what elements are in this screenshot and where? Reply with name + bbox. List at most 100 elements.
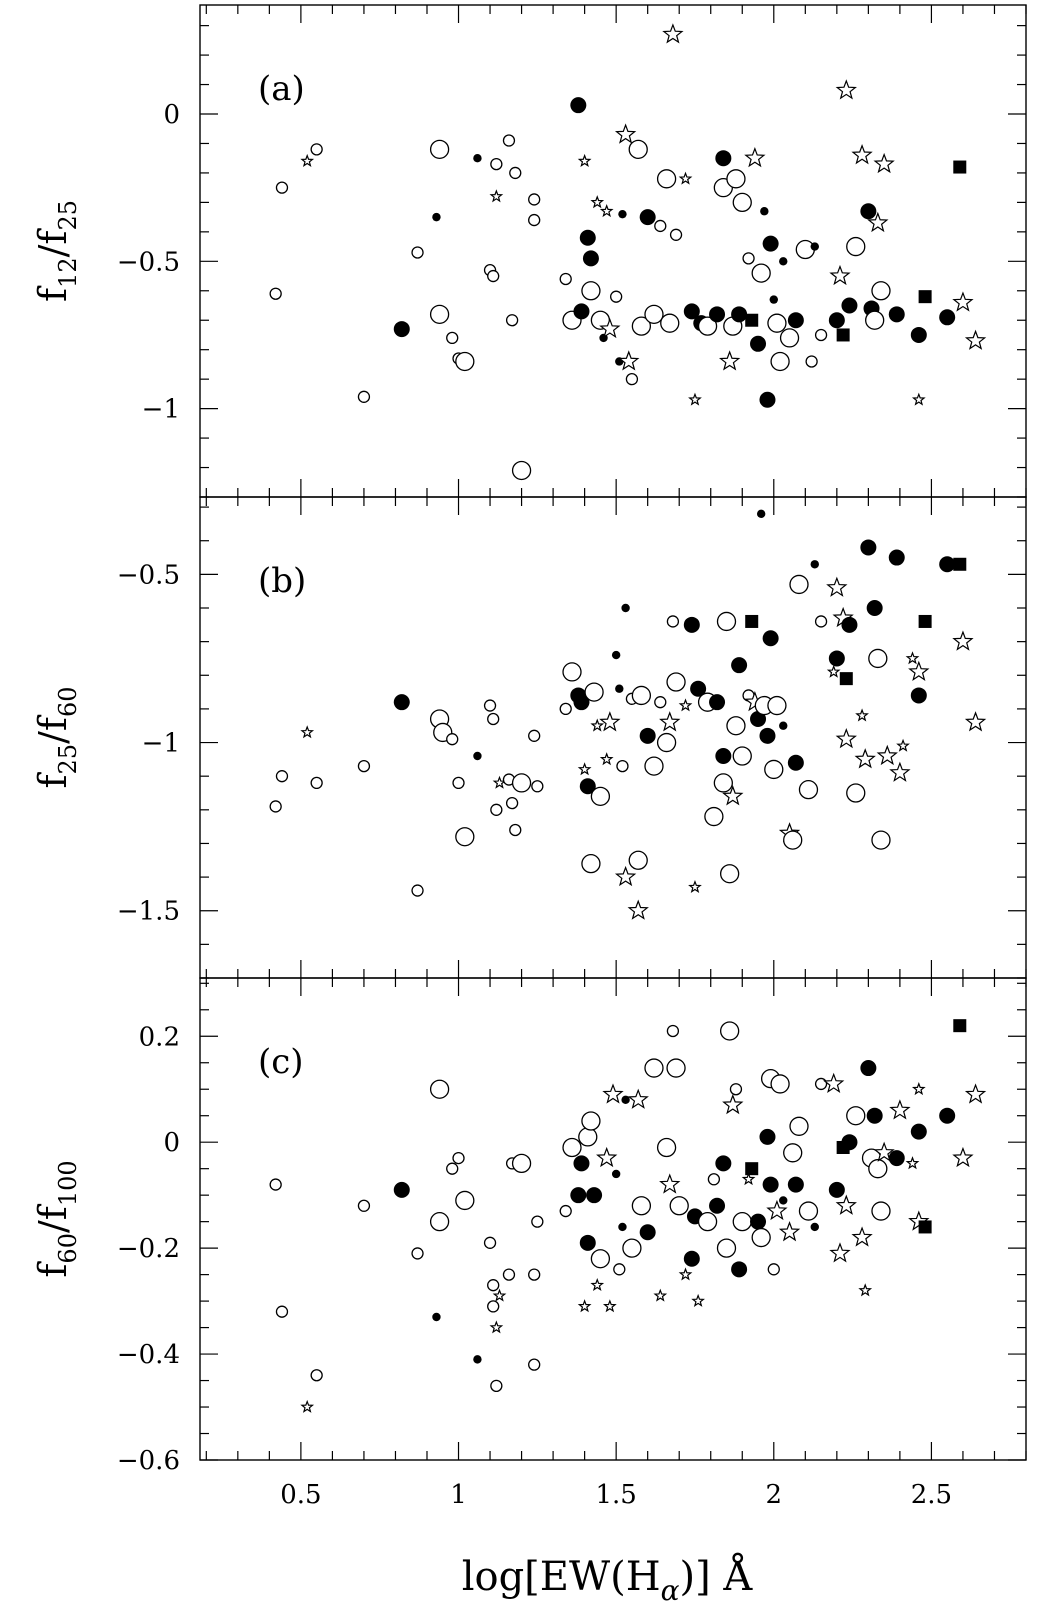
data-point-filled-circle — [570, 1187, 587, 1204]
y-axis-label-part: f — [31, 1261, 75, 1278]
data-point-filled-circle — [715, 748, 732, 764]
data-point-open-circle — [871, 830, 891, 850]
data-point-filled-circle — [573, 694, 590, 711]
data-point-open-circle — [511, 773, 532, 793]
data-point-open-circle — [590, 1249, 611, 1269]
data-point-open-star — [858, 1283, 873, 1297]
data-point-open-star — [722, 785, 744, 806]
data-point-open-circle — [531, 1215, 544, 1228]
data-point-open-circle — [511, 1153, 532, 1174]
data-point-filled-circle — [841, 616, 858, 633]
data-point-open-star — [851, 1226, 873, 1247]
data-point-filled-circle — [860, 203, 877, 220]
data-point-open-circle — [610, 290, 623, 303]
data-point-open-star — [952, 291, 974, 312]
data-point-filled-circle — [810, 242, 819, 251]
data-point-open-star — [688, 392, 702, 406]
data-point-open-circle — [528, 729, 541, 742]
data-point-filled-circle — [683, 303, 700, 320]
data-point-open-circle — [726, 716, 746, 736]
y-tick-label: −0.6 — [117, 1446, 180, 1476]
data-point-open-circle — [729, 1083, 743, 1096]
data-point-open-star — [627, 1088, 649, 1109]
data-point-open-star — [300, 725, 315, 739]
data-point-open-star — [876, 744, 898, 766]
data-point-filled-circle — [939, 309, 956, 326]
data-point-open-star — [618, 350, 640, 371]
panel-frame — [199, 496, 1027, 979]
data-point-open-circle — [631, 1196, 652, 1216]
data-point-open-star — [855, 708, 869, 722]
data-point-open-star — [952, 1146, 974, 1168]
y-tick-label: −0.5 — [117, 247, 180, 277]
data-point-filled-square — [918, 614, 932, 628]
data-point-open-star — [614, 865, 637, 887]
data-point-open-star — [599, 317, 621, 339]
data-point-open-circle — [742, 252, 755, 265]
data-points — [269, 23, 987, 481]
data-point-open-circle — [666, 1024, 680, 1038]
y-axis-label-part: 100 — [54, 1160, 82, 1206]
data-point-open-circle — [429, 1211, 450, 1232]
data-point-filled-circle — [779, 721, 788, 730]
data-point-open-circle — [446, 1162, 459, 1175]
data-point-open-circle — [505, 314, 519, 327]
data-point-open-circle — [310, 143, 323, 156]
data-point-open-circle — [487, 712, 500, 726]
data-point-filled-circle — [393, 694, 410, 711]
data-point-filled-circle — [762, 1176, 779, 1193]
data-point-open-circle — [357, 390, 371, 403]
data-point-open-circle — [719, 1021, 740, 1041]
data-point-open-circle — [697, 1211, 718, 1232]
data-point-open-circle — [559, 272, 572, 286]
data-point-open-star — [766, 1199, 788, 1221]
data-point-open-circle — [656, 732, 677, 753]
data-point-open-circle — [562, 662, 582, 682]
data-point-filled-square — [953, 557, 967, 571]
data-point-open-star — [854, 748, 876, 769]
data-point-filled-circle — [731, 306, 748, 323]
data-point-open-circle — [783, 1143, 803, 1163]
panel-frame — [199, 977, 1027, 1461]
data-point-open-circle — [631, 685, 652, 706]
data-point-open-circle — [487, 269, 500, 283]
data-point-open-circle — [357, 1199, 371, 1212]
data-point-open-circle — [751, 263, 771, 283]
data-point-filled-circle — [731, 657, 748, 674]
panel-frame — [199, 4, 1027, 498]
data-point-filled-circle — [779, 257, 788, 266]
data-point-filled-circle — [769, 295, 778, 304]
x-axis-label-subscript: α — [661, 1574, 680, 1603]
y-tick-label: 0 — [163, 1128, 180, 1158]
panel-b: −0.5−1−1.5(b)f25/f60 — [31, 496, 1027, 979]
data-point-open-circle — [644, 756, 664, 776]
data-point-open-circle — [622, 1238, 642, 1258]
y-tick-label: −0.2 — [117, 1234, 180, 1264]
x-tick-label: 1 — [450, 1480, 467, 1510]
data-point-filled-circle — [621, 603, 630, 613]
data-point-filled-circle — [611, 650, 621, 660]
x-tick-label: 1.5 — [595, 1480, 636, 1510]
data-point-open-star — [835, 1194, 857, 1215]
data-point-open-star — [678, 698, 693, 712]
data-point-open-circle — [770, 351, 790, 372]
data-point-open-circle — [707, 1173, 721, 1186]
data-point-open-star — [873, 152, 895, 174]
data-point-open-star — [889, 761, 911, 782]
y-axis-label-part: 25 — [54, 744, 82, 775]
x-tick-label: 0.5 — [280, 1480, 321, 1510]
data-point-open-circle — [666, 672, 686, 692]
data-point-open-circle — [452, 776, 465, 790]
y-tick-label: 0 — [163, 100, 180, 130]
data-point-open-circle — [455, 827, 475, 847]
data-point-open-circle — [868, 1159, 888, 1179]
data-point-open-circle — [764, 759, 784, 780]
y-axis-label-part: / — [31, 731, 75, 744]
data-point-open-star — [602, 1299, 617, 1313]
data-point-open-circle — [704, 806, 724, 827]
data-point-open-star — [590, 1277, 605, 1292]
data-point-filled-circle — [579, 778, 596, 795]
data-point-open-star — [678, 171, 693, 185]
data-point-open-star — [662, 23, 684, 44]
data-point-open-star — [653, 1288, 668, 1302]
